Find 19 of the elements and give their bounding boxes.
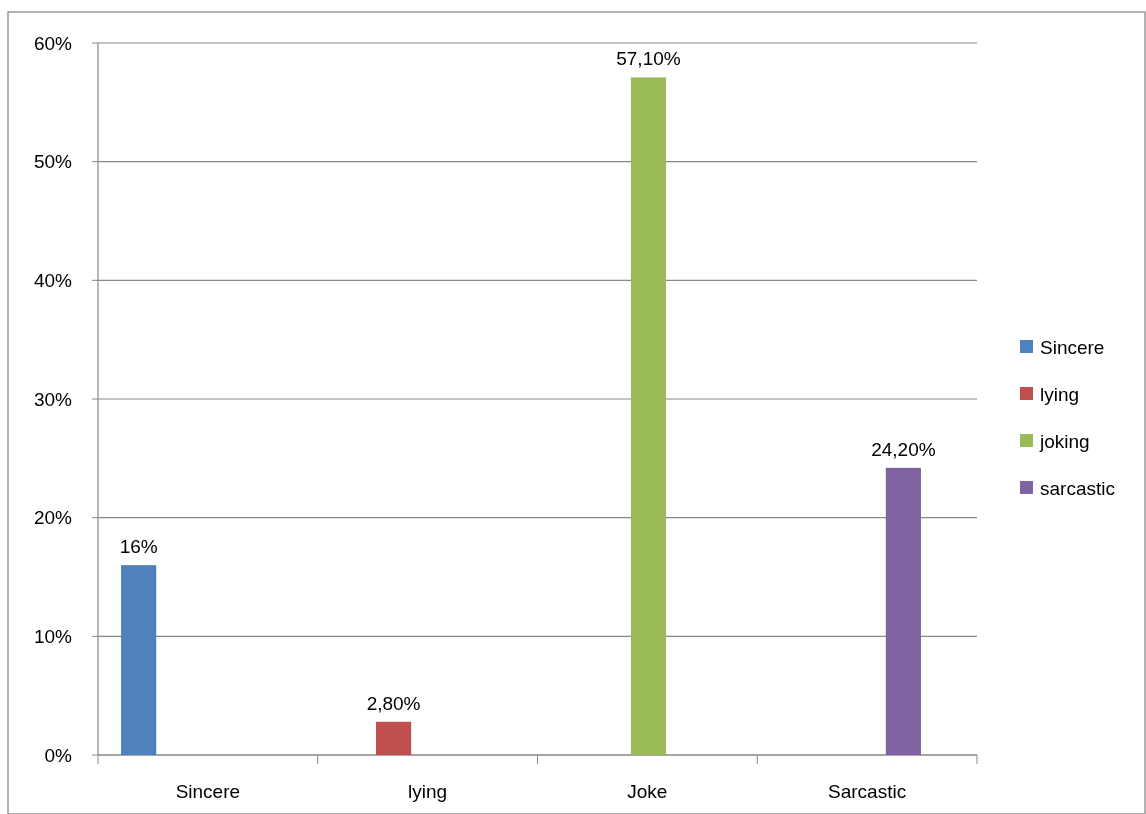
legend-label: sarcastic [1040, 477, 1115, 499]
legend-label: joking [1039, 430, 1090, 452]
y-tick-label: 50% [33, 151, 73, 173]
data-label: 2,80% [366, 692, 421, 714]
y-tick-label: 10% [33, 625, 73, 647]
legend-label: lying [1040, 383, 1080, 405]
x-tick-label: lying [408, 781, 448, 802]
y-tick-label: 0% [44, 744, 73, 766]
y-tick-label: 20% [33, 507, 73, 529]
x-tick-label: Joke [627, 781, 668, 802]
data-label: 16% [119, 536, 158, 558]
x-tick-label: Sarcastic [828, 781, 907, 802]
y-tick-label: 40% [33, 269, 73, 291]
y-tick-label: 30% [33, 388, 73, 410]
data-label: 57,10% [616, 48, 681, 70]
legend-label: Sincere [1040, 336, 1105, 358]
data-label: 24,20% [871, 438, 936, 460]
x-tick-label: Sincere [175, 781, 241, 802]
y-tick-label: 60% [33, 32, 73, 54]
